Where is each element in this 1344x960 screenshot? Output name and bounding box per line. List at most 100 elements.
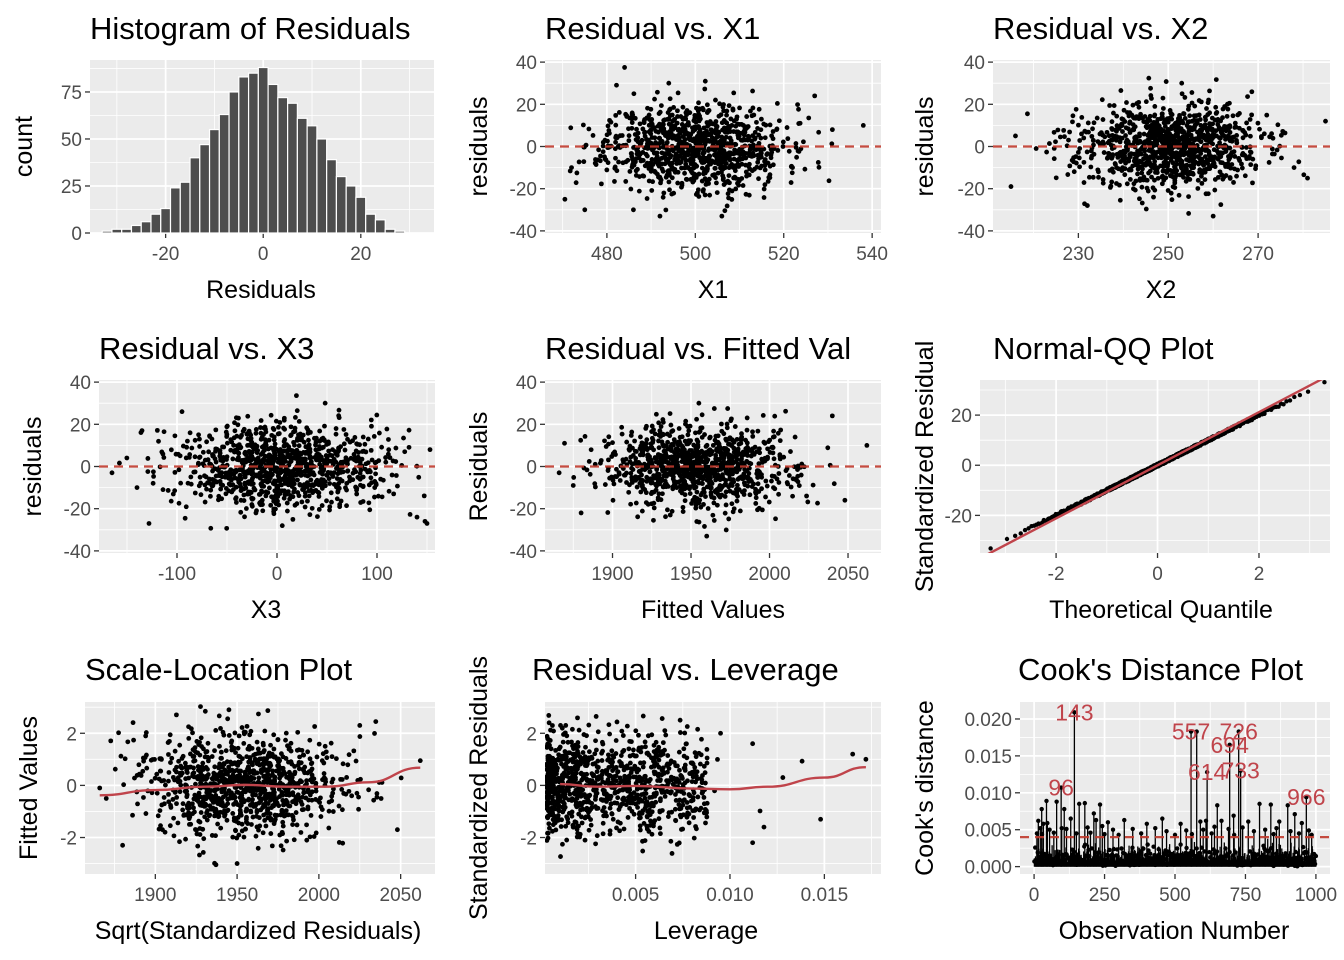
plot-area xyxy=(545,400,881,539)
data-point xyxy=(185,480,191,486)
data-point xyxy=(1181,149,1187,155)
data-point xyxy=(752,146,758,152)
data-point xyxy=(1249,112,1255,118)
histogram-bar xyxy=(101,230,113,233)
data-point xyxy=(1255,120,1261,126)
histogram-bar xyxy=(306,125,318,233)
data-point xyxy=(770,162,776,168)
data-point xyxy=(647,160,653,166)
histogram-bar xyxy=(238,76,250,233)
data-point xyxy=(1176,127,1182,133)
data-point xyxy=(366,500,372,506)
data-point xyxy=(1145,133,1151,138)
data-point xyxy=(1123,133,1128,138)
data-point xyxy=(1165,160,1171,166)
data-point xyxy=(1122,172,1128,178)
data-point xyxy=(256,459,262,465)
data-point xyxy=(1055,127,1061,133)
data-point xyxy=(324,461,330,467)
data-point xyxy=(180,443,186,449)
data-point xyxy=(744,415,750,421)
data-point xyxy=(1143,99,1149,105)
data-point xyxy=(665,439,671,445)
data-point xyxy=(1084,203,1090,208)
data-point xyxy=(1231,134,1237,140)
data-point xyxy=(1076,155,1082,161)
data-point xyxy=(776,118,782,124)
data-point xyxy=(668,153,674,158)
data-point xyxy=(316,494,322,499)
data-point xyxy=(1140,177,1146,183)
data-point xyxy=(1086,174,1092,180)
data-point xyxy=(161,429,167,435)
data-point xyxy=(703,494,708,500)
data-point xyxy=(704,102,710,108)
data-point xyxy=(1189,90,1195,95)
data-point xyxy=(208,487,214,493)
data-point xyxy=(723,481,729,487)
data-point xyxy=(715,491,721,497)
data-point xyxy=(200,461,206,467)
data-point xyxy=(724,108,730,114)
data-point xyxy=(675,469,681,475)
y-tick-label: 0 xyxy=(80,458,91,479)
data-point xyxy=(747,147,753,152)
data-point xyxy=(1161,160,1167,165)
data-point xyxy=(723,478,729,483)
data-point xyxy=(187,452,193,457)
data-point xyxy=(317,444,322,449)
data-point xyxy=(324,472,330,478)
data-point xyxy=(756,176,761,182)
data-point xyxy=(200,449,206,455)
data-point xyxy=(1133,134,1138,140)
data-point xyxy=(676,479,682,485)
data-point xyxy=(1191,113,1197,119)
data-point xyxy=(734,498,740,504)
data-point xyxy=(700,188,706,194)
data-point xyxy=(288,424,294,430)
data-point xyxy=(212,456,218,462)
data-point xyxy=(1167,137,1172,143)
data-point xyxy=(693,499,699,505)
data-point xyxy=(1250,156,1256,162)
data-point xyxy=(682,498,688,504)
data-point xyxy=(764,151,770,157)
data-point xyxy=(1180,141,1186,146)
data-point xyxy=(354,487,359,493)
data-point xyxy=(651,427,656,433)
data-point xyxy=(347,439,353,445)
data-point xyxy=(607,130,612,136)
data-point xyxy=(675,108,680,114)
x-tick-label: 1950 xyxy=(670,564,712,585)
data-point xyxy=(1210,121,1216,127)
data-point xyxy=(793,141,799,146)
data-point xyxy=(692,112,698,118)
data-point xyxy=(1323,118,1328,124)
data-point xyxy=(240,468,246,474)
data-point xyxy=(762,135,768,141)
data-point xyxy=(667,107,673,113)
data-point xyxy=(624,439,630,445)
data-point xyxy=(1179,80,1185,86)
data-point xyxy=(1111,110,1116,116)
data-point xyxy=(699,412,705,418)
data-point xyxy=(744,114,750,119)
data-point xyxy=(1067,163,1073,169)
data-point xyxy=(227,469,232,475)
data-point xyxy=(1217,140,1222,146)
data-point xyxy=(1198,123,1204,128)
data-point xyxy=(1158,148,1163,154)
data-point xyxy=(795,102,800,107)
data-point xyxy=(693,430,698,436)
data-point xyxy=(313,435,319,441)
data-point xyxy=(226,475,232,481)
data-point xyxy=(726,195,731,201)
data-point xyxy=(665,135,671,141)
data-point xyxy=(758,116,764,122)
data-point xyxy=(753,501,759,506)
data-point xyxy=(574,170,580,176)
x-tick-label: 540 xyxy=(856,244,888,265)
data-point xyxy=(379,444,385,450)
data-point xyxy=(685,165,691,170)
data-point xyxy=(656,445,662,451)
